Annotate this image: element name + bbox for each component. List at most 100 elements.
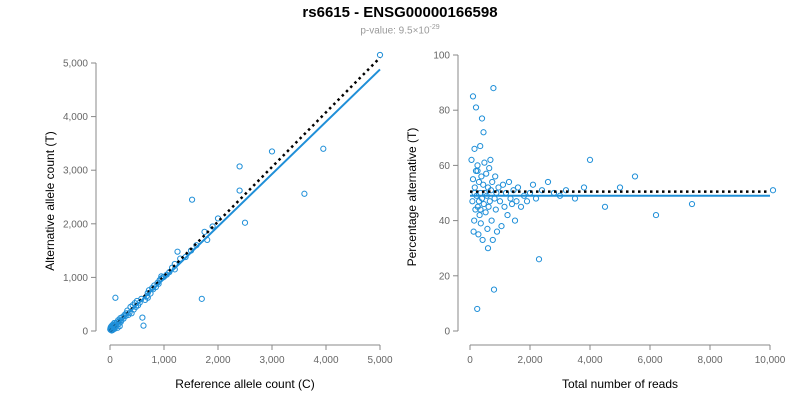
p-value-exponent: -29 (429, 24, 440, 31)
fitted-ratio-line (109, 68, 381, 332)
data-point (484, 225, 491, 232)
data-point (580, 184, 588, 191)
data-point (475, 178, 483, 186)
data-point (484, 245, 492, 252)
y-tick-label: 60 (439, 161, 451, 172)
data-point (498, 223, 505, 230)
x-tick-label: 4,000 (313, 355, 338, 366)
data-point (485, 203, 492, 210)
data-point (652, 211, 660, 219)
data-point (487, 187, 495, 194)
data-point (476, 211, 483, 219)
scatter-panel-allele-counts: 0 1,000 2,000 3,000 4,000 5,000 0 1,000 2,000 3,0… (43, 51, 393, 391)
data-point (478, 115, 486, 122)
data-point (492, 206, 499, 213)
data-point (517, 203, 525, 210)
data-point (479, 236, 486, 244)
data-point (155, 280, 162, 287)
data-point (236, 163, 243, 170)
data-point (477, 206, 484, 213)
y-tick-label: 2,000 (63, 219, 88, 230)
x-tick-label: 1,000 (151, 355, 176, 366)
data-point (535, 256, 543, 263)
data-point (472, 104, 480, 111)
x-tick-label: 2,000 (517, 355, 542, 366)
data-point (493, 228, 501, 235)
data-point (495, 184, 502, 191)
data-point (474, 167, 481, 175)
data-point (320, 145, 327, 152)
x-tick-label: 6,000 (637, 355, 662, 366)
data-point (139, 314, 146, 321)
data-point (523, 198, 531, 205)
data-point (469, 176, 477, 183)
data-point (471, 184, 478, 191)
data-point (489, 178, 496, 186)
y-axis-title: Percentage alternative (T) (405, 128, 419, 267)
data-point (501, 203, 508, 210)
data-point (486, 165, 493, 172)
x-tick-label: 4,000 (577, 355, 602, 366)
data-point (471, 217, 478, 224)
data-point (468, 156, 475, 163)
data-point (631, 173, 639, 180)
scatter-panel-percentage: 0 2,000 4,000 6,000 8,000 10,000 0 20 40 60 80 100 T… (405, 51, 786, 392)
data-point (478, 173, 485, 180)
data-point (268, 148, 276, 155)
data-point (474, 162, 481, 169)
data-point (236, 187, 243, 194)
x-tick-label: 8,000 (697, 355, 722, 366)
data-point (209, 223, 216, 230)
data-point (514, 184, 522, 191)
data-point (482, 209, 489, 216)
y-tick-label: 40 (439, 216, 451, 227)
expected-ratio-dotted-line (109, 56, 381, 332)
data-point (174, 248, 181, 255)
data-point (529, 181, 537, 188)
data-point (586, 156, 594, 163)
data-point (480, 200, 487, 208)
data-point (470, 228, 477, 235)
data-point (122, 312, 129, 320)
data-point (376, 51, 384, 59)
data-point (490, 85, 497, 92)
data-point (116, 323, 123, 330)
chart-title: rs6615 - ENSG00000166598 (302, 4, 498, 21)
data-point (601, 203, 609, 210)
data-point (469, 198, 476, 205)
p-value-text: p-value: 9.5×10 (360, 25, 430, 37)
data-point (769, 187, 777, 194)
x-tick-label: 10,000 (755, 355, 786, 366)
x-tick-label: 2,000 (205, 355, 230, 366)
data-point (505, 178, 513, 186)
data-point (688, 200, 696, 208)
data-point (471, 145, 478, 152)
data-point (544, 178, 552, 186)
y-tick-label: 0 (444, 327, 450, 338)
data-point (469, 93, 477, 100)
data-point (486, 198, 493, 205)
data-point (489, 236, 496, 244)
data-point (475, 231, 482, 238)
p-value-subtitle: p-value: 9.5×10-29 (0, 24, 800, 36)
data-point (496, 198, 504, 205)
data-point (480, 129, 487, 136)
data-point (140, 322, 147, 329)
data-point (188, 196, 196, 203)
y-tick-label: 5,000 (63, 59, 88, 70)
data-point (112, 294, 119, 301)
y-tick-label: 20 (439, 271, 451, 282)
y-tick-label: 100 (433, 51, 450, 62)
data-point (513, 198, 520, 205)
data-point (508, 200, 516, 208)
x-tick-label: 3,000 (259, 355, 284, 366)
y-tick-label: 80 (439, 106, 451, 117)
data-point (504, 211, 511, 219)
x-tick-label: 5,000 (367, 355, 392, 366)
data-point (616, 184, 624, 191)
data-point (477, 220, 484, 227)
data-point (301, 190, 308, 197)
data-point (490, 286, 498, 293)
data-point (474, 305, 481, 313)
